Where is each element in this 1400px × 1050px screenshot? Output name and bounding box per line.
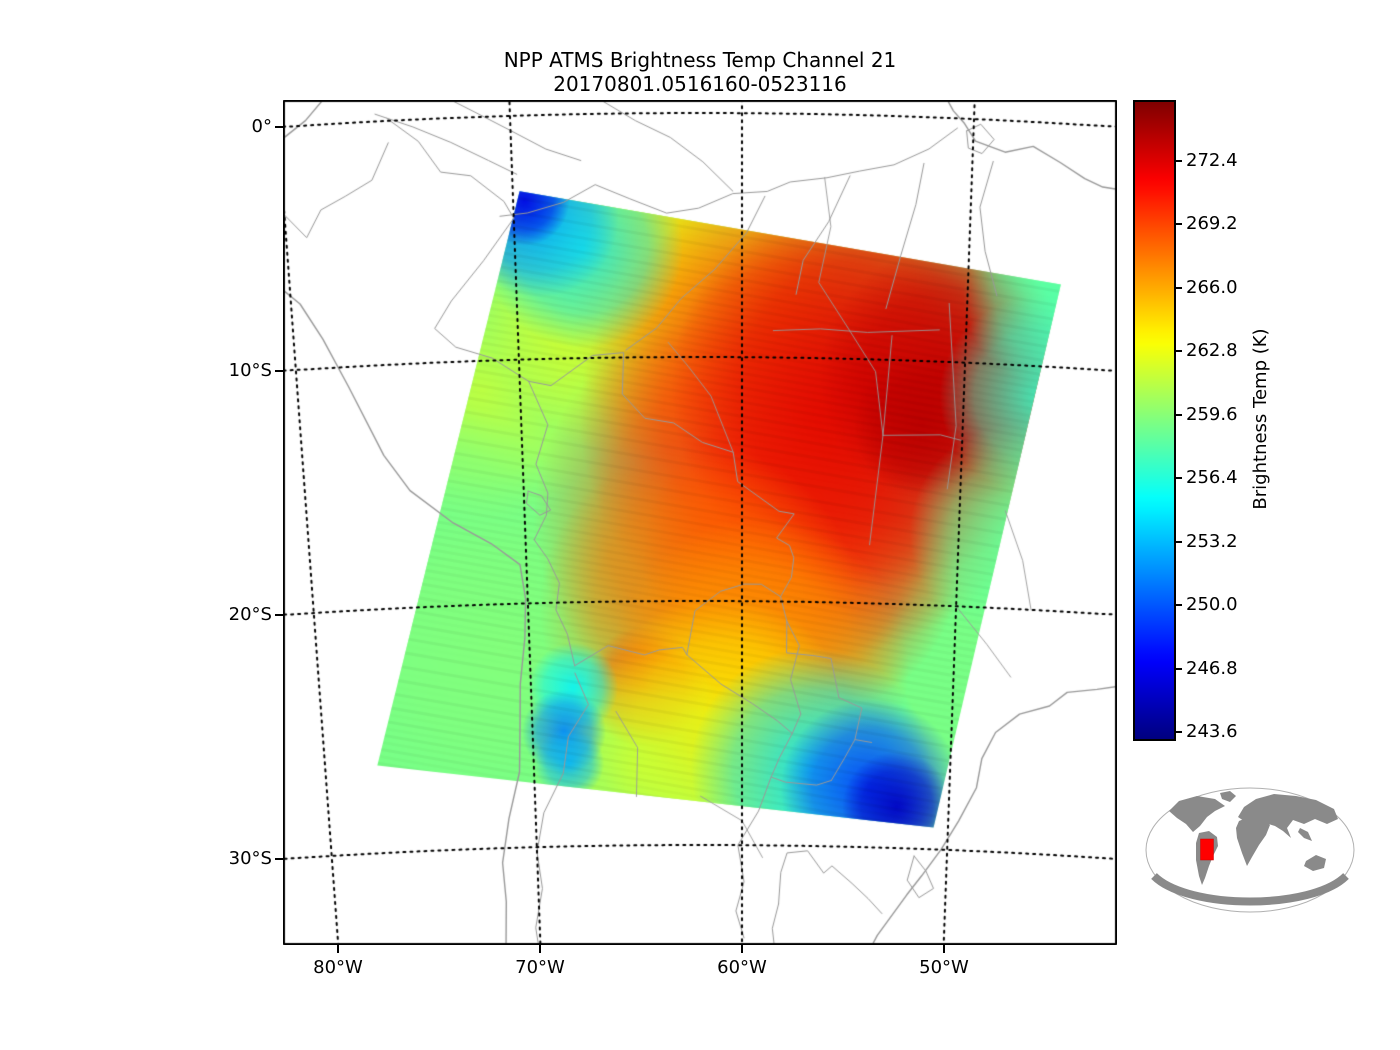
- y-tick-label: 10°S: [228, 360, 272, 381]
- colorbar-tick-label: 272.4: [1186, 149, 1238, 171]
- colorbar: [1133, 100, 1176, 741]
- north-america-shape: [1169, 796, 1225, 832]
- colorbar-tickmark: [1176, 413, 1182, 416]
- brightness-swath-canvas: [283, 100, 1117, 945]
- x-tickmark: [741, 945, 743, 953]
- colorbar-tick-label: 253.2: [1186, 530, 1238, 552]
- plot-title: NPP ATMS Brightness Temp Channel 21: [503, 48, 897, 72]
- antarctica-shape: [1151, 872, 1349, 906]
- greenland-shape: [1220, 791, 1236, 802]
- world-inset-map: [1145, 787, 1355, 913]
- colorbar-tick-label: 250.0: [1186, 594, 1238, 616]
- colorbar-tickmark: [1176, 477, 1182, 480]
- map-plot: [283, 100, 1117, 945]
- x-tickmark: [337, 945, 339, 953]
- colorbar-tick-label: 243.6: [1186, 721, 1238, 743]
- colorbar-tickmark: [1176, 286, 1182, 289]
- colorbar-tickmark: [1176, 223, 1182, 226]
- colorbar-tickmark: [1176, 159, 1182, 162]
- plot-subtitle: 20170801.0516160-0523116: [553, 72, 847, 96]
- colorbar-tick-label: 266.0: [1186, 276, 1238, 298]
- x-tickmark: [539, 945, 541, 953]
- region-highlight-box: [1200, 838, 1214, 861]
- y-tick-label: 20°S: [228, 604, 272, 625]
- australia-shape: [1304, 855, 1326, 871]
- colorbar-tickmark: [1176, 540, 1182, 543]
- southeast-asia-shape: [1298, 828, 1312, 841]
- x-tick-label: 80°W: [313, 957, 363, 978]
- y-tickmark: [275, 614, 283, 616]
- colorbar-axis-label: Brightness Temp (K): [1250, 328, 1271, 510]
- y-tick-label: 0°: [251, 116, 272, 137]
- y-tick-label: 30°S: [228, 848, 272, 869]
- colorbar-tick-label: 256.4: [1186, 467, 1238, 489]
- colorbar-tickmark: [1176, 731, 1182, 734]
- colorbar-tick-label: 269.2: [1186, 213, 1238, 235]
- x-tick-label: 70°W: [515, 957, 565, 978]
- x-tickmark: [943, 945, 945, 953]
- x-tick-label: 50°W: [919, 957, 969, 978]
- x-tick-label: 60°W: [717, 957, 767, 978]
- y-tickmark: [275, 370, 283, 372]
- y-tickmark: [275, 858, 283, 860]
- africa-shape: [1236, 816, 1270, 866]
- y-tickmark: [275, 126, 283, 128]
- colorbar-tick-label: 262.8: [1186, 340, 1238, 362]
- continents: [1151, 791, 1349, 906]
- colorbar-tick-label: 259.6: [1186, 403, 1238, 425]
- colorbar-tickmark: [1176, 604, 1182, 607]
- colorbar-tickmark: [1176, 350, 1182, 353]
- colorbar-tick-label: 246.8: [1186, 657, 1238, 679]
- colorbar-tickmark: [1176, 667, 1182, 670]
- eurasia-shape: [1238, 794, 1338, 838]
